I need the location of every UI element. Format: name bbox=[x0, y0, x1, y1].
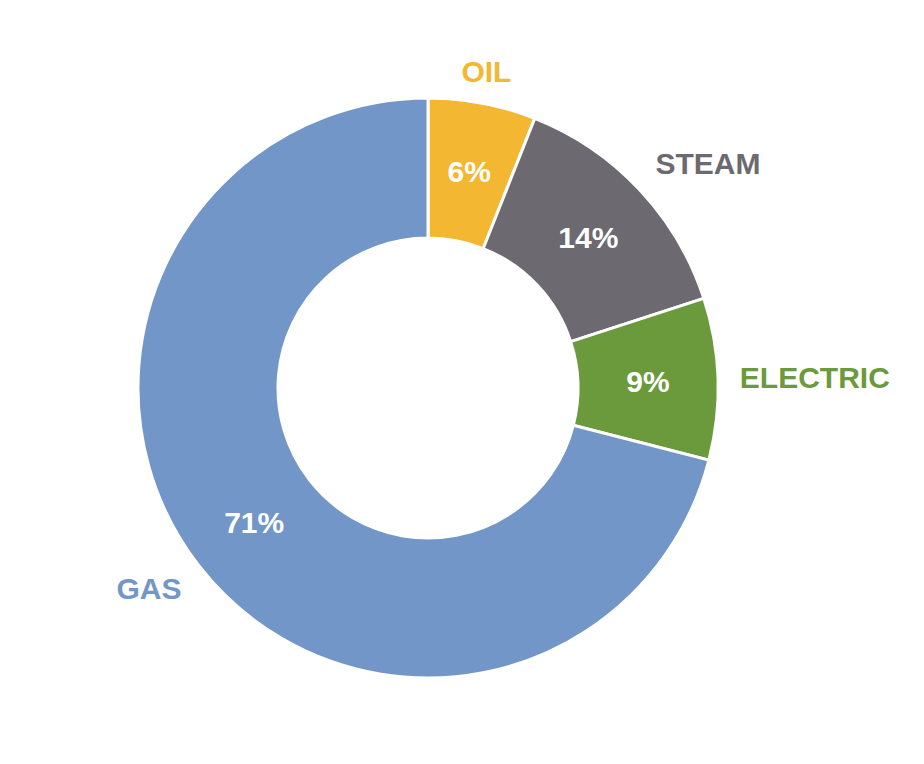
svg-text:STEAM: STEAM bbox=[655, 147, 760, 180]
svg-text:OIL: OIL bbox=[461, 55, 511, 88]
svg-text:GAS: GAS bbox=[116, 572, 181, 605]
svg-text:6%: 6% bbox=[448, 155, 491, 188]
svg-text:14%: 14% bbox=[558, 221, 618, 254]
svg-text:9%: 9% bbox=[626, 365, 669, 398]
svg-text:ELECTRIC: ELECTRIC bbox=[740, 361, 890, 394]
svg-text:71%: 71% bbox=[224, 506, 284, 539]
